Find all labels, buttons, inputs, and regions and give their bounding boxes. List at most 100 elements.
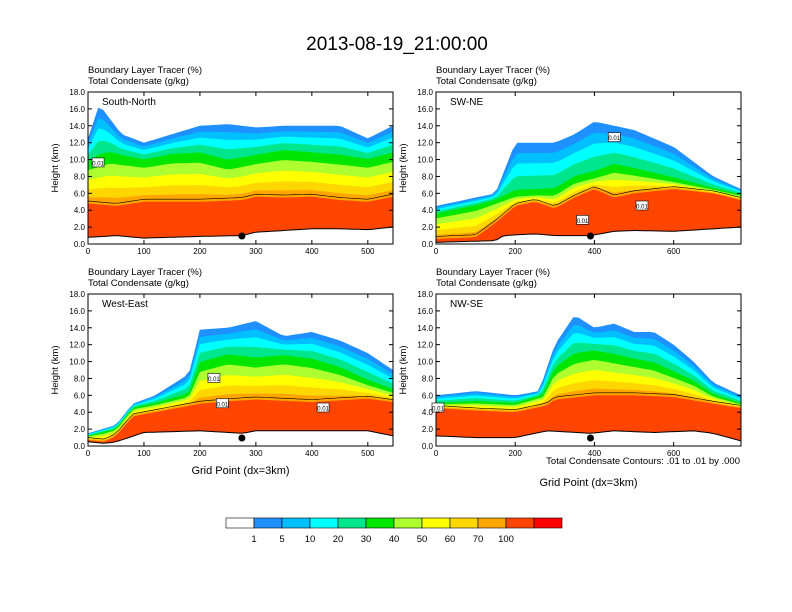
- colorbar-swatch: [449, 517, 479, 529]
- colorbar-swatch: [253, 517, 283, 529]
- tracer-band-10: [436, 395, 741, 441]
- plot-area: [436, 92, 741, 244]
- location-marker: [586, 434, 594, 442]
- x-tick-label: 400: [305, 247, 319, 256]
- panels: 0.01 0 100 200 300 400 500 0.0 2.0 4.0 6.0 8.0 10.0 1…: [50, 65, 742, 489]
- x-axis-label: Grid Point (dx=3km): [191, 465, 289, 477]
- x-tick-label: 0: [86, 247, 91, 256]
- fill-label: Boundary Layer Tracer (%): [436, 267, 550, 278]
- colorbar-swatch: [421, 517, 451, 529]
- x-tick-label: 100: [137, 247, 151, 256]
- y-tick-label: 2.0: [422, 425, 434, 434]
- panel-nw-se: 0.01 0 200 400 600 0.0 2.0 4.0 6.0 8.0 10.0 12.0 14.…: [398, 267, 742, 489]
- colorbar-swatch: [365, 517, 395, 529]
- y-tick-label: 10.0: [69, 156, 85, 165]
- y-tick-label: 10.0: [69, 358, 85, 367]
- y-tick-label: 2.0: [74, 223, 86, 232]
- location-marker: [238, 434, 246, 442]
- fill-label: Boundary Layer Tracer (%): [88, 65, 202, 76]
- colorbar-label: 50: [417, 534, 428, 545]
- y-tick-label: 0.0: [74, 442, 86, 451]
- colorbar-label: 40: [389, 534, 400, 545]
- y-tick-label: 18.0: [417, 88, 433, 97]
- colorbar-swatch: [393, 517, 423, 529]
- x-tick-label: 600: [667, 449, 681, 458]
- y-tick-label: 8.0: [74, 172, 86, 181]
- y-tick-label: 18.0: [69, 88, 85, 97]
- contour-label-box: [635, 200, 649, 211]
- y-tick-label: 16.0: [69, 105, 85, 114]
- y-tick-label: 18.0: [69, 290, 85, 299]
- plot-frame: [87, 293, 394, 447]
- contour-label-title: Total Condensate (g/kg): [436, 278, 537, 289]
- y-tick-label: 18.0: [417, 290, 433, 299]
- colorbar-swatch: [533, 517, 563, 529]
- colorbar-swatch: [309, 517, 339, 529]
- location-marker: [586, 232, 594, 240]
- panel-sw-ne: 0.01 0.01 0.01 0 200 400 600 0.0 2.0 4.0 6.0 8.0 10.…: [398, 65, 742, 256]
- colorbar-swatch: [281, 517, 311, 529]
- x-tick-label: 0: [86, 449, 91, 458]
- y-axis-label: Height (km): [398, 143, 409, 192]
- y-axis-label: Height (km): [50, 345, 61, 394]
- plot-area: [88, 294, 393, 446]
- y-tick-label: 0.0: [74, 240, 86, 249]
- x-tick-label: 100: [137, 449, 151, 458]
- condensate-contour: [88, 395, 393, 440]
- contour-label: 0.01: [577, 219, 589, 225]
- location-marker: [238, 232, 246, 240]
- condensate-contour: [88, 193, 393, 204]
- fill-label: Boundary Layer Tracer (%): [436, 65, 550, 76]
- x-tick-label: 300: [249, 247, 263, 256]
- y-tick-label: 16.0: [417, 307, 433, 316]
- y-tick-label: 8.0: [422, 172, 434, 181]
- y-tick-label: 8.0: [422, 374, 434, 383]
- y-tick-label: 2.0: [74, 425, 86, 434]
- y-tick-label: 6.0: [74, 391, 86, 400]
- contour-label-box: [91, 157, 105, 168]
- y-tick-label: 16.0: [417, 105, 433, 114]
- x-tick-label: 200: [509, 247, 523, 256]
- y-tick-label: 4.0: [422, 408, 434, 417]
- y-tick-label: 4.0: [422, 206, 434, 215]
- contour-label: 0.01: [216, 402, 228, 408]
- x-tick-label: 400: [588, 247, 602, 256]
- contour-label-title: Total Condensate (g/kg): [436, 76, 537, 87]
- colorbar-label: 1: [251, 534, 256, 545]
- figure-title: 2013-08-19_21:00:00: [306, 34, 488, 55]
- colorbar-swatch: [337, 517, 367, 529]
- panel-west-east: 0.01 0.01 0.01 0 100 200 300 400 500 0.0 2.0 4.0 6.0…: [50, 267, 394, 477]
- plot-area: [88, 92, 393, 244]
- x-axis-label: Grid Point (dx=3km): [539, 477, 637, 489]
- x-tick-label: 300: [249, 449, 263, 458]
- fill-label: Boundary Layer Tracer (%): [88, 267, 202, 278]
- colorbar: 1 5 10 20 30 40 50 60 70 100: [225, 517, 563, 545]
- panel-name: West-East: [102, 299, 148, 310]
- y-tick-label: 6.0: [74, 189, 86, 198]
- colorbar-swatch: [505, 517, 535, 529]
- contour-note: Total Condensate Contours: .01 to .01 by…: [546, 456, 740, 467]
- condensate-contour: [436, 392, 741, 410]
- colorbar-label: 70: [473, 534, 484, 545]
- x-tick-label: 200: [193, 449, 207, 458]
- contour-label-title: Total Condensate (g/kg): [88, 278, 189, 289]
- colorbar-swatch: [225, 517, 255, 529]
- panel-name: SW-NE: [450, 97, 483, 108]
- y-tick-label: 14.0: [417, 324, 433, 333]
- y-tick-label: 14.0: [417, 122, 433, 131]
- y-tick-label: 0.0: [422, 442, 434, 451]
- y-tick-label: 14.0: [69, 324, 85, 333]
- contour-label-box: [607, 132, 621, 142]
- y-tick-label: 12.0: [69, 139, 85, 148]
- panel-name: NW-SE: [450, 299, 483, 310]
- colorbar-label: 30: [361, 534, 372, 545]
- y-axis-label: Height (km): [398, 345, 409, 394]
- x-tick-label: 200: [509, 449, 523, 458]
- y-tick-label: 10.0: [417, 358, 433, 367]
- y-tick-label: 8.0: [74, 374, 86, 383]
- colorbar-label: 20: [333, 534, 344, 545]
- colorbar-label: 100: [498, 534, 514, 545]
- contour-label: 0.01: [92, 161, 104, 167]
- y-tick-label: 10.0: [417, 156, 433, 165]
